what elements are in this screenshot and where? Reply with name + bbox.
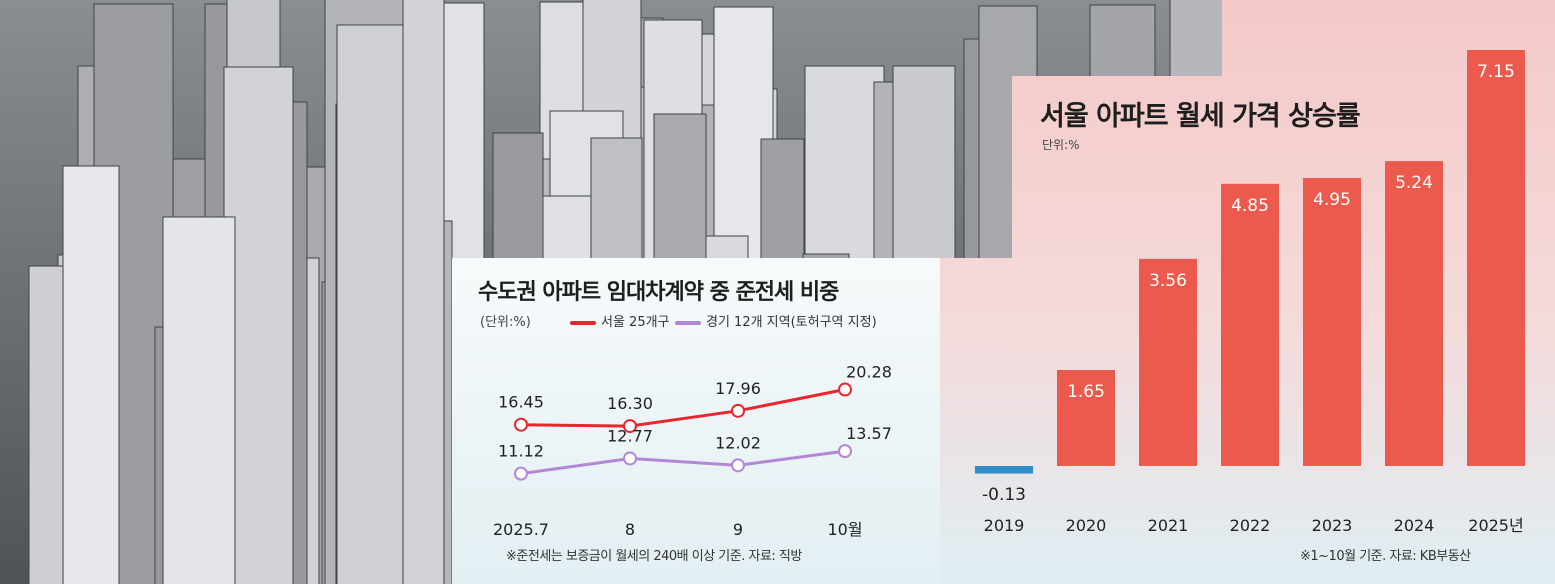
- point-value-label: 17.96: [715, 379, 761, 398]
- line-chart-note: ※준전세는 보증금이 월세의 240배 이상 기준. 자료: 직방: [506, 549, 802, 564]
- series-line: [520, 449, 846, 476]
- bar-category-label: 2024: [1394, 516, 1435, 535]
- bar: [1385, 161, 1443, 467]
- legend-gyeonggi-label: 경기 12개 지역(토허구역 지정): [706, 315, 877, 330]
- legend-seoul-label: 서울 25개구: [601, 315, 670, 330]
- x-tick-label: 8: [625, 520, 635, 539]
- bar-category-label: 2025년: [1468, 516, 1523, 535]
- bar: [1467, 50, 1525, 466]
- point-value-label: 12.77: [607, 426, 653, 445]
- bar-category-label: 2019: [984, 516, 1025, 535]
- point-value-label: 16.45: [498, 393, 544, 412]
- apartment-building: [162, 216, 236, 584]
- series-point: [623, 419, 637, 434]
- series-point: [623, 451, 637, 466]
- apartment-building: [336, 24, 404, 584]
- bar-value-label: 4.85: [1231, 196, 1269, 216]
- legend-seoul-swatch: [570, 320, 596, 325]
- line-chart: 16.45 16.30 17.96 20.28 11.12 12.77 12.02 13.57…: [493, 363, 892, 539]
- bar: [1057, 370, 1115, 466]
- line-chart-panel: 수도권 아파트 임대차계약 중 준전세 비중 (단위:%) 서울 25개구 경기…: [452, 258, 940, 584]
- series-point: [838, 444, 852, 459]
- bar-value-label: 4.95: [1313, 190, 1351, 210]
- bar-value-label: -0.13: [982, 485, 1026, 505]
- bar-category-label: 2021: [1148, 516, 1189, 535]
- bar: [975, 466, 1033, 474]
- legend-gyeonggi-swatch: [675, 320, 701, 325]
- bar-chart-title: 서울 아파트 월세 가격 상승률: [1040, 101, 1361, 132]
- bar-value-label: 1.65: [1067, 382, 1105, 402]
- series-point: [514, 466, 528, 481]
- line-chart-title: 수도권 아파트 임대차계약 중 준전세 비중: [478, 280, 839, 305]
- bar-category-label: 2020: [1066, 516, 1107, 535]
- point-value-label: 12.02: [715, 433, 761, 452]
- point-value-label: 20.28: [846, 363, 892, 382]
- bar: [1303, 178, 1361, 466]
- bar-value-label: 3.56: [1149, 271, 1187, 291]
- series-point: [838, 382, 852, 397]
- bar-category-label: 2023: [1312, 516, 1353, 535]
- bar-value-label: 5.24: [1395, 173, 1433, 193]
- bar: [1139, 258, 1197, 466]
- point-value-label: 13.57: [846, 424, 892, 443]
- series-point: [514, 417, 528, 432]
- point-value-label: 16.30: [607, 394, 653, 413]
- bar: [1221, 183, 1279, 466]
- apartment-building: [402, 0, 445, 584]
- apartment-building: [62, 165, 120, 584]
- line-chart-unit: (단위:%): [480, 315, 531, 330]
- point-value-label: 11.12: [498, 442, 544, 461]
- legend-seoul: 서울 25개구: [570, 311, 670, 330]
- bar-value-label: 7.15: [1477, 62, 1515, 82]
- x-tick-label: 2025.7: [493, 520, 549, 539]
- x-tick-label: 9: [733, 520, 743, 539]
- series-point: [731, 458, 745, 473]
- bar-chart-unit: 단위:%: [1042, 138, 1080, 152]
- bar-category-label: 2022: [1230, 516, 1271, 535]
- series-point: [731, 403, 745, 418]
- series-line: [520, 388, 846, 428]
- bar-chart-source: ※1~10월 기준. 자료: KB부동산: [1300, 549, 1471, 564]
- x-tick-label: 10월: [827, 520, 862, 539]
- legend-gyeonggi: 경기 12개 지역(토허구역 지정): [675, 311, 877, 330]
